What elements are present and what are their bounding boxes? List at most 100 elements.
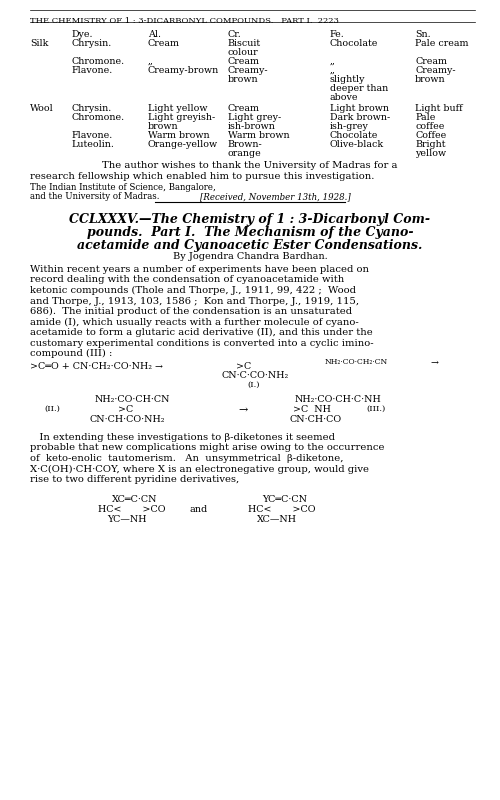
Text: Light yellow: Light yellow — [148, 104, 208, 113]
Text: CN·C·CO·NH₂: CN·C·CO·NH₂ — [222, 371, 289, 380]
Text: Cream: Cream — [228, 104, 260, 113]
Text: →: → — [238, 405, 248, 415]
Text: Creamy-brown: Creamy-brown — [148, 66, 219, 75]
Text: compound (III) :: compound (III) : — [30, 349, 112, 358]
Text: deeper than: deeper than — [330, 84, 388, 93]
Text: amide (I), which usually reacts with a further molecule of cyano-: amide (I), which usually reacts with a f… — [30, 318, 359, 326]
Text: Biscuit: Biscuit — [228, 39, 261, 48]
Text: orange: orange — [228, 149, 262, 158]
Text: XC═C·CN: XC═C·CN — [112, 495, 158, 505]
Text: THE CHEMISTRY OF 1 : 3-DICARBONYL COMPOUNDS.   PART I.  2223: THE CHEMISTRY OF 1 : 3-DICARBONYL COMPOU… — [30, 17, 339, 25]
Text: Sn.: Sn. — [415, 30, 430, 39]
Text: record dealing with the condensation of cyanoacetamide with: record dealing with the condensation of … — [30, 275, 344, 285]
Text: Warm brown: Warm brown — [228, 131, 290, 140]
Text: The author wishes to thank the University of Madras for a: The author wishes to thank the Universit… — [102, 161, 398, 170]
Text: Brown-: Brown- — [228, 140, 263, 149]
Text: and Thorpe, J., 1913, 103, 1586 ;  Kon and Thorpe, J., 1919, 115,: and Thorpe, J., 1913, 103, 1586 ; Kon an… — [30, 297, 359, 306]
Text: (I.): (I.) — [247, 381, 260, 389]
Text: ,,: ,, — [330, 57, 336, 66]
Text: CN·CH·CO·NH₂: CN·CH·CO·NH₂ — [90, 415, 166, 424]
Text: YC═C·CN: YC═C·CN — [262, 495, 307, 505]
Text: Chrysin.: Chrysin. — [72, 39, 112, 48]
Text: Cream: Cream — [228, 57, 260, 66]
Text: Creamy-: Creamy- — [228, 66, 268, 75]
Text: Silk: Silk — [30, 39, 48, 48]
Text: Creamy-: Creamy- — [415, 66, 456, 75]
Text: Flavone.: Flavone. — [72, 131, 113, 140]
Text: Cr.: Cr. — [228, 30, 242, 39]
Text: Warm brown: Warm brown — [148, 131, 210, 140]
Text: acetamide and Cyanoacetic Ester Condensations.: acetamide and Cyanoacetic Ester Condensa… — [78, 239, 422, 252]
Text: CN·CH·CO: CN·CH·CO — [290, 415, 342, 424]
Text: Wool: Wool — [30, 104, 54, 113]
Text: Coffee: Coffee — [415, 131, 446, 140]
Text: of  keto-enolic  tautomerism.   An  unsymmetrical  β-diketone,: of keto-enolic tautomerism. An unsymmetr… — [30, 454, 344, 463]
Text: Orange-yellow: Orange-yellow — [148, 140, 218, 149]
Text: Chromone.: Chromone. — [72, 57, 125, 66]
Text: above: above — [330, 93, 358, 102]
Text: >C: >C — [236, 362, 252, 371]
Text: and the University of Madras.: and the University of Madras. — [30, 192, 160, 201]
Text: Chocolate: Chocolate — [330, 131, 378, 140]
Text: colour: colour — [228, 48, 258, 57]
Text: ish-grey: ish-grey — [330, 122, 369, 131]
Text: slightly: slightly — [330, 75, 366, 84]
Text: brown: brown — [228, 75, 258, 84]
Text: pounds.  Part I.  The Mechanism of the Cyano-: pounds. Part I. The Mechanism of the Cya… — [86, 226, 413, 239]
Text: research fellowship which enabled him to pursue this investigation.: research fellowship which enabled him to… — [30, 172, 374, 181]
Text: Light greyish-: Light greyish- — [148, 113, 215, 122]
Text: Chrysin.: Chrysin. — [72, 104, 112, 113]
Text: ,,: ,, — [148, 57, 154, 66]
Text: ish-brown: ish-brown — [228, 122, 276, 131]
Text: brown: brown — [148, 122, 178, 131]
Text: >C: >C — [118, 405, 133, 414]
Text: Pale cream: Pale cream — [415, 39, 469, 48]
Text: Within recent years a number of experiments have been placed on: Within recent years a number of experime… — [30, 265, 369, 274]
Text: Al.: Al. — [148, 30, 161, 39]
Text: Olive-black: Olive-black — [330, 140, 384, 149]
Text: rise to two different pyridine derivatives,: rise to two different pyridine derivativ… — [30, 475, 240, 484]
Text: Luteolin.: Luteolin. — [72, 140, 115, 149]
Text: Chocolate: Chocolate — [330, 39, 378, 48]
Text: HC<       >CO: HC< >CO — [248, 506, 316, 514]
Text: yellow: yellow — [415, 149, 446, 158]
Text: Light grey-: Light grey- — [228, 113, 281, 122]
Text: Dark brown-: Dark brown- — [330, 113, 390, 122]
Text: coffee: coffee — [415, 122, 444, 131]
Text: Light brown: Light brown — [330, 104, 389, 113]
Text: ketonic compounds (Thole and Thorpe, J., 1911, 99, 422 ;  Wood: ketonic compounds (Thole and Thorpe, J.,… — [30, 286, 356, 295]
Text: Flavone.: Flavone. — [72, 66, 113, 75]
Text: and: and — [190, 506, 208, 514]
Text: XC—NH: XC—NH — [257, 515, 297, 525]
Text: NH₂·CO·CH₂·CN: NH₂·CO·CH₂·CN — [325, 358, 388, 366]
Text: In extending these investigations to β-diketones it seemed: In extending these investigations to β-d… — [30, 433, 335, 442]
Text: Light buff: Light buff — [415, 104, 463, 113]
Text: X·C(OH)·CH·COY, where X is an electronegative group, would give: X·C(OH)·CH·COY, where X is an electroneg… — [30, 465, 369, 474]
Text: (II.): (II.) — [44, 405, 60, 413]
Text: acetamide to form a glutaric acid derivative (II), and this under the: acetamide to form a glutaric acid deriva… — [30, 328, 373, 337]
Text: NH₂·CO·CH·C·NH: NH₂·CO·CH·C·NH — [295, 395, 382, 404]
Text: >C═O + CN·CH₂·CO·NH₂ →: >C═O + CN·CH₂·CO·NH₂ → — [30, 362, 163, 371]
Text: Bright: Bright — [415, 140, 446, 149]
Text: ,,: ,, — [330, 66, 336, 75]
Text: 686).  The initial product of the condensation is an unsaturated: 686). The initial product of the condens… — [30, 307, 352, 316]
Text: Cream: Cream — [148, 39, 180, 48]
Text: The Indian Institute of Science, Bangalore,: The Indian Institute of Science, Bangalo… — [30, 183, 216, 192]
Text: >C  NH: >C NH — [293, 405, 331, 414]
Text: customary experimental conditions is converted into a cyclic imino-: customary experimental conditions is con… — [30, 338, 374, 347]
Text: (III.): (III.) — [366, 405, 385, 413]
Text: [Received, November 13th, 1928.]: [Received, November 13th, 1928.] — [200, 192, 351, 201]
Text: →: → — [430, 358, 438, 367]
Text: Cream: Cream — [415, 57, 447, 66]
Text: brown: brown — [415, 75, 446, 84]
Text: NH₂·CO·CH·CN: NH₂·CO·CH·CN — [95, 395, 170, 404]
Text: CCLXXXV.—The Chemistry of 1 : 3-Dicarbonyl Com-: CCLXXXV.—The Chemistry of 1 : 3-Dicarbon… — [70, 213, 430, 226]
Text: probable that new complications might arise owing to the occurrence: probable that new complications might ar… — [30, 443, 385, 453]
Text: Chromone.: Chromone. — [72, 113, 125, 122]
Text: Pale: Pale — [415, 113, 436, 122]
Text: Fe.: Fe. — [330, 30, 345, 39]
Text: YC—NH: YC—NH — [107, 515, 146, 525]
Text: HC<       >CO: HC< >CO — [98, 506, 166, 514]
Text: By Jogendra Chandra Bardhan.: By Jogendra Chandra Bardhan. — [172, 252, 328, 261]
Text: Dye.: Dye. — [72, 30, 94, 39]
